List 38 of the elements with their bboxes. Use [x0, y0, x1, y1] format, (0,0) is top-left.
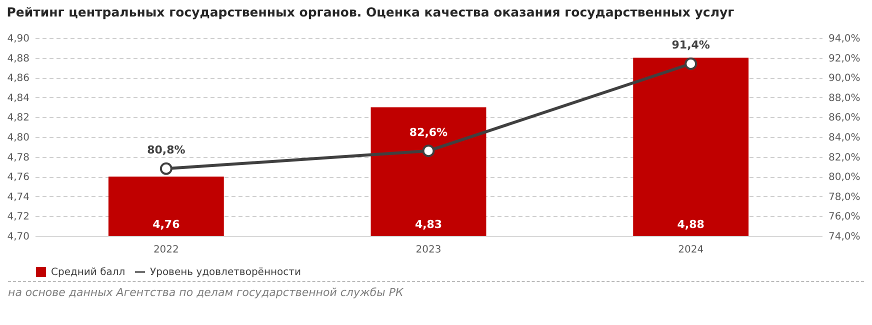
y-tick-label: 4,72: [7, 212, 30, 223]
y2-tick-label: 86,0%: [828, 112, 860, 124]
y2-tick-label: 92,0%: [828, 53, 860, 64]
y2-tick-label: 90,0%: [828, 73, 860, 84]
y2-tick-label: 76,0%: [828, 212, 860, 223]
legend-label: Уровень удовлетворённости: [150, 267, 301, 278]
y-tick-label: 4,88: [7, 53, 30, 64]
y-tick-label: 4,70: [7, 232, 30, 242]
data-label: 4,88: [677, 218, 704, 231]
data-label: 82,6%: [409, 126, 448, 139]
point: [422, 144, 435, 158]
chart-title: Рейтинг центральных государственных органов. Оценка качества оказания государственных услуг: [6, 4, 735, 20]
y2-tick-label: 74,0%: [828, 232, 860, 242]
legend-label: Средний балл: [51, 267, 126, 278]
y2-tick-label: 78,0%: [828, 192, 860, 203]
y-tick-label: 4,86: [7, 73, 30, 84]
y-tick-label: 4,76: [7, 172, 30, 184]
y-tick-label: 4,82: [7, 112, 30, 124]
point: [160, 162, 172, 175]
x-tick-label: 2024: [678, 244, 704, 256]
y2-tick-label: 80,0%: [828, 172, 860, 184]
y-tick-label: 4,90: [7, 34, 30, 44]
data-label: 4,76: [152, 218, 180, 231]
y2-tick-label: 88,0%: [828, 92, 860, 104]
data-label: 4,83: [414, 218, 442, 231]
x-tick-label: 2023: [416, 244, 442, 256]
y-tick-label: 4,78: [7, 152, 30, 164]
y2-tick-label: 82,0%: [828, 152, 860, 164]
x-tick-label: 2022: [153, 244, 179, 256]
y2-tick-label: 84,0%: [828, 132, 860, 144]
y2-tick-label: 94,0%: [828, 34, 860, 44]
y-tick-label: 4,84: [7, 92, 30, 104]
data-label: 80,8%: [147, 144, 186, 157]
data-label: 91,4%: [672, 38, 710, 52]
point: [684, 58, 698, 70]
text: на основе данных Агентства по делам государственной службы РК: [8, 281, 864, 299]
y-tick-label: 4,74: [7, 192, 30, 203]
y-tick-label: 4,80: [7, 132, 30, 144]
